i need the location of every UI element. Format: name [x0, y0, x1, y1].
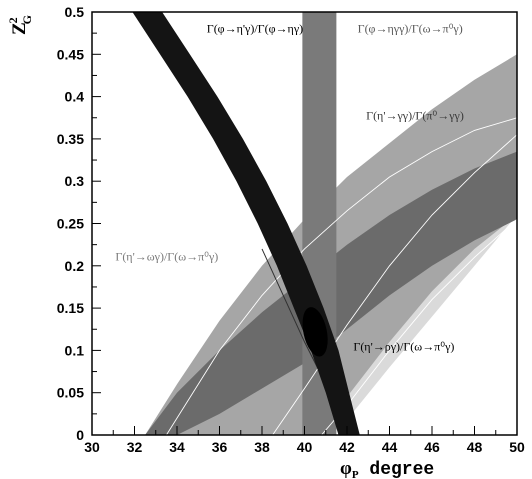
plot-area [91, 11, 518, 436]
x-axis-title: φP degree [340, 458, 434, 479]
y-tick-label: 0.45 [57, 46, 84, 62]
x-tick-label: 34 [169, 439, 185, 455]
y-axis-symbol: Z [9, 22, 30, 35]
y-tick-label: 0 [76, 427, 84, 443]
ann-phi-eta-prime: Γ(φ→η'γ)/Γ(φ→ηγ) [207, 21, 303, 35]
axis-titles: φP degree Z2G [6, 15, 434, 479]
x-tick-label: 40 [297, 439, 313, 455]
x-tick-label: 42 [339, 439, 355, 455]
y-tick-label: 0.05 [57, 385, 84, 401]
y-tick-label: 0.3 [65, 173, 85, 189]
x-tick-label: 32 [127, 439, 143, 455]
x-tick-label: 50 [509, 439, 525, 455]
x-tick-label: 44 [382, 439, 398, 455]
axis-ticks: 30 32 34 36 38 40 42 44 46 48 50 0 0.05 0.1 0.15 0.2 0.2… [57, 4, 525, 455]
y-tick-label: 0.1 [65, 342, 85, 358]
y-axis-subscript: G [20, 15, 34, 24]
ann-eta-prime-gamma-gamma: Γ(η'→γγ)/Γ(π⁰→γγ) [366, 108, 464, 122]
y-tick-label: 0.4 [65, 89, 85, 105]
y-axis-title: Z2G [6, 15, 34, 35]
y-axis-superscript: 2 [6, 17, 20, 23]
y-tick-label: 0.15 [57, 300, 84, 316]
ann-phi-eta-gamma-gamma: Γ(φ→ηγγ)/Γ(ω→π⁰γ) [358, 21, 463, 35]
line-white-curve-1 [272, 134, 517, 435]
x-axis-unit: degree [359, 460, 435, 479]
x-tick-label: 48 [467, 439, 483, 455]
ann-eta-prime-rho: Γ(η'→ργ)/Γ(ω→π⁰γ) [353, 339, 454, 353]
x-tick-label: 36 [212, 439, 228, 455]
x-axis-subscript: P [352, 469, 359, 479]
x-tick-label: 30 [84, 439, 100, 455]
y-tick-label: 0.35 [57, 131, 84, 147]
annotations: Γ(φ→η'γ)/Γ(φ→ηγ) Γ(φ→ηγγ)/Γ(ω→π⁰γ) Γ(η'→γγ… [115, 21, 463, 353]
x-axis-symbol: φ [340, 458, 352, 479]
y-tick-label: 0.25 [57, 216, 84, 232]
y-tick-label: 0.2 [65, 258, 85, 274]
best-fit-ellipse [302, 307, 328, 357]
ann-eta-prime-omega: Γ(η'→ωγ)/Γ(ω→π⁰γ) [115, 250, 218, 264]
x-tick-label: 46 [424, 439, 440, 455]
y-tick-label: 0.5 [65, 4, 85, 20]
line-white-curve-3 [166, 117, 517, 435]
x-tick-label: 38 [254, 439, 270, 455]
